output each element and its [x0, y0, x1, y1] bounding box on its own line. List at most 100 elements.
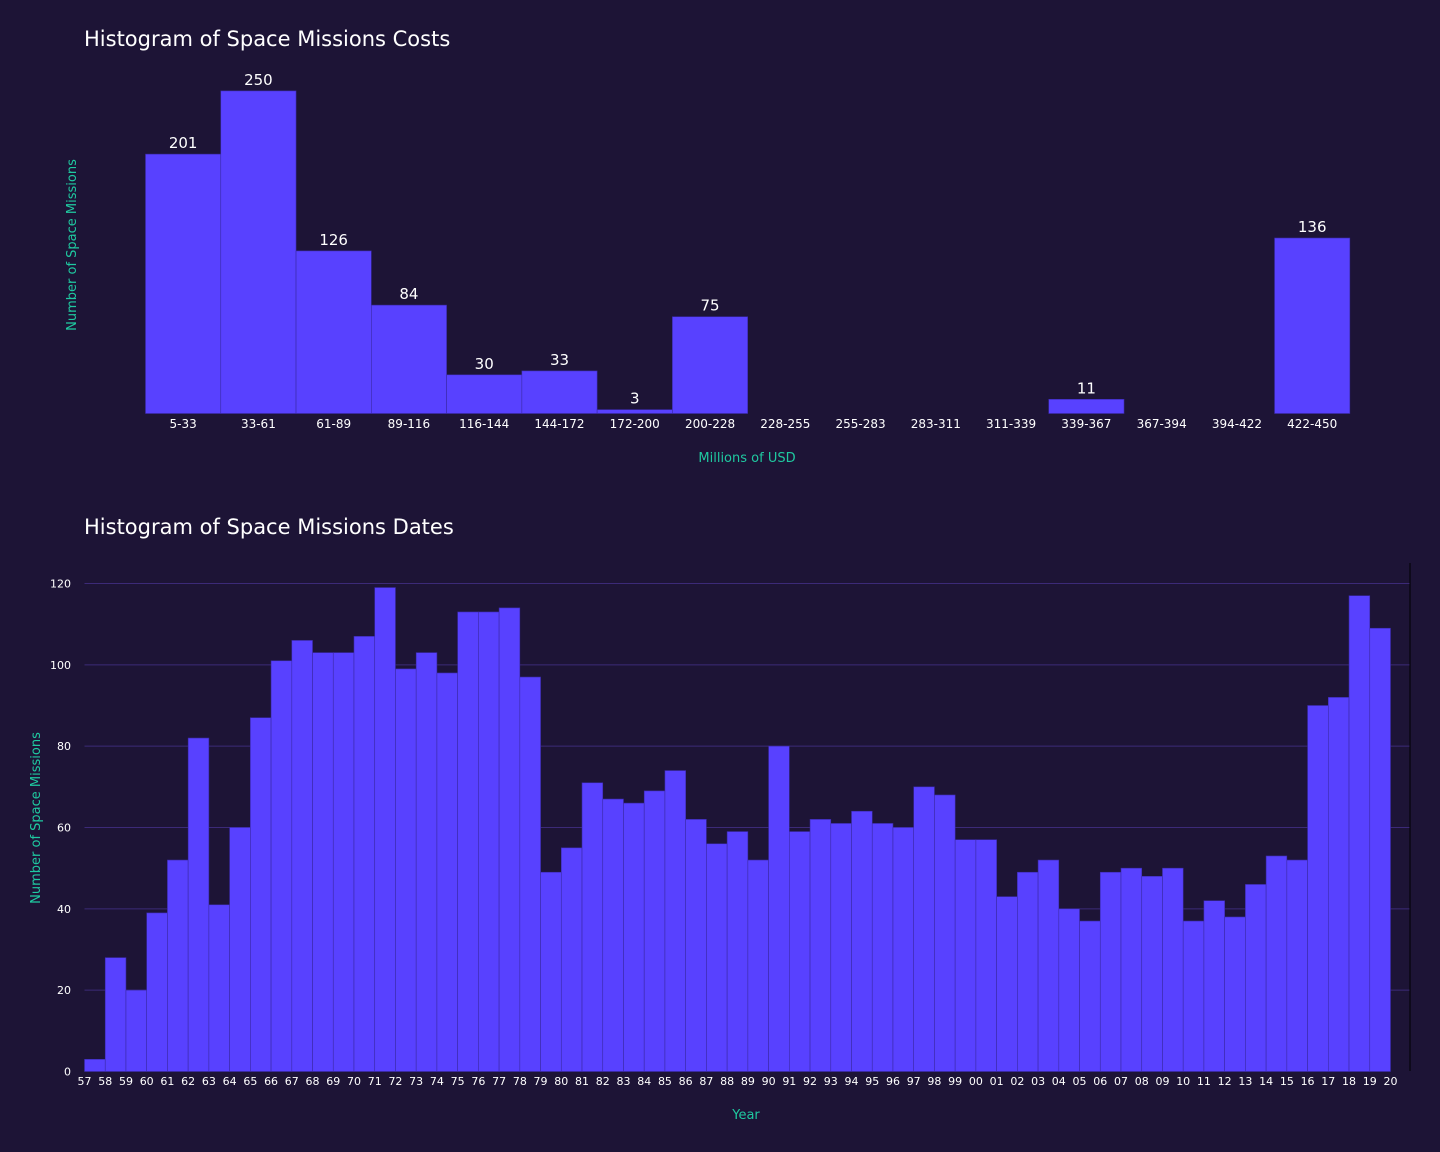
- dates-bar: [747, 859, 769, 1072]
- dates-histogram: Histogram of Space Missions Dates 020406…: [29, 515, 1411, 1123]
- costs-x-tick-label: 255-283: [835, 417, 885, 431]
- costs-x-axis-label: Millions of USD: [698, 451, 795, 466]
- costs-bar: [1274, 237, 1351, 414]
- dates-bar: [602, 798, 624, 1072]
- dates-bar: [1348, 595, 1371, 1072]
- dates-bars: [84, 587, 1391, 1072]
- dates-x-tick-label: 06: [1093, 1075, 1107, 1088]
- costs-bar: [295, 250, 372, 414]
- dates-x-tick-label: 96: [886, 1075, 900, 1088]
- dates-x-tick-label: 75: [451, 1075, 465, 1088]
- dates-y-tick-label: 20: [57, 984, 71, 997]
- dates-bar: [353, 636, 376, 1072]
- dates-bar: [498, 607, 521, 1072]
- dates-y-tick-label: 80: [57, 740, 71, 753]
- dates-bar: [706, 843, 728, 1072]
- dates-bar: [1286, 859, 1308, 1072]
- dates-x-tick-label: 84: [637, 1075, 651, 1088]
- dates-x-tick-label: 15: [1280, 1075, 1294, 1088]
- dates-bar: [975, 839, 997, 1072]
- costs-x-tick-label: 172-200: [610, 417, 660, 431]
- dates-bar: [1307, 705, 1329, 1072]
- costs-bar-value-label: 250: [244, 71, 273, 89]
- dates-y-tick-label: 0: [64, 1066, 71, 1079]
- dates-bar: [1265, 855, 1288, 1072]
- dates-bar: [664, 770, 686, 1072]
- dates-x-tick-label: 10: [1176, 1075, 1190, 1088]
- dates-x-tick-label: 05: [1073, 1075, 1087, 1088]
- dates-bar: [1224, 916, 1246, 1072]
- dates-x-tick-label: 59: [119, 1075, 133, 1088]
- dates-x-tick-label: 20: [1383, 1075, 1397, 1088]
- costs-bars: [145, 90, 1351, 414]
- dates-y-tick-label: 40: [57, 903, 71, 916]
- dates-bar: [913, 786, 935, 1072]
- dates-x-tick-label: 57: [78, 1075, 92, 1088]
- dates-bar: [1017, 871, 1039, 1072]
- dates-x-tick-label: 62: [181, 1075, 195, 1088]
- costs-bar-value-label: 126: [319, 231, 348, 249]
- dates-x-tick-label: 86: [679, 1075, 693, 1088]
- dates-bar: [789, 831, 811, 1072]
- dates-bar: [436, 672, 458, 1072]
- dates-bar: [374, 587, 396, 1072]
- dates-bar: [1120, 867, 1143, 1072]
- dates-bar: [623, 802, 645, 1072]
- dates-x-tick-label: 61: [160, 1075, 174, 1088]
- dates-bar: [1182, 920, 1205, 1072]
- dates-x-tick-label: 11: [1197, 1075, 1211, 1088]
- costs-bar: [145, 153, 222, 414]
- dates-x-tick-label: 74: [430, 1075, 444, 1088]
- dates-y-tick-label: 60: [57, 821, 71, 834]
- dates-bar: [1328, 697, 1350, 1072]
- dates-x-tick-label: 92: [803, 1075, 817, 1088]
- dates-bar: [457, 611, 479, 1072]
- dates-bar: [581, 782, 604, 1072]
- dates-x-tick-label: 65: [243, 1075, 257, 1088]
- costs-x-tick-label: 144-172: [534, 417, 584, 431]
- dates-bar: [540, 871, 562, 1072]
- dates-x-tick-label: 66: [264, 1075, 278, 1088]
- costs-bar-value-label: 201: [169, 134, 198, 152]
- dates-bar: [146, 912, 168, 1072]
- costs-x-tick-label: 5-33: [170, 417, 197, 431]
- dates-x-tick-label: 01: [990, 1075, 1004, 1088]
- costs-x-tick-label: 339-367: [1061, 417, 1111, 431]
- dates-bar: [1058, 908, 1080, 1072]
- costs-bar: [1048, 399, 1125, 414]
- costs-bar: [371, 304, 447, 414]
- dates-x-tick-label: 90: [762, 1075, 776, 1088]
- dates-bar: [187, 737, 210, 1072]
- costs-y-axis-label: Number of Space Missions: [65, 159, 80, 331]
- costs-x-tick-label: 228-255: [760, 417, 810, 431]
- costs-x-tick-label: 311-339: [986, 417, 1036, 431]
- dates-bar: [208, 904, 230, 1072]
- dates-x-tick-label: 94: [845, 1075, 859, 1088]
- dates-x-tick-label: 04: [1052, 1075, 1066, 1088]
- dates-bar: [395, 668, 417, 1072]
- dates-bar: [954, 839, 977, 1072]
- dates-x-tick-label: 16: [1301, 1075, 1315, 1088]
- costs-bar: [521, 370, 598, 414]
- dates-bar: [1245, 884, 1267, 1072]
- costs-x-tick-label: 200-228: [685, 417, 735, 431]
- dates-x-tick-label: 71: [368, 1075, 382, 1088]
- dates-bar: [934, 794, 956, 1072]
- costs-bar-value-label: 136: [1298, 218, 1327, 236]
- dates-bar: [1037, 859, 1060, 1072]
- dates-x-tick-label: 79: [534, 1075, 548, 1088]
- costs-x-tick-label: 422-450: [1287, 417, 1337, 431]
- dates-bar: [892, 827, 914, 1072]
- costs-bar: [596, 409, 673, 414]
- dates-bar: [250, 717, 272, 1072]
- dates-bar: [84, 1058, 106, 1072]
- dates-bar: [312, 652, 334, 1072]
- dates-x-tick-label: 80: [554, 1075, 568, 1088]
- dates-x-tick-label: 87: [699, 1075, 713, 1088]
- dates-bar: [478, 611, 500, 1072]
- costs-bar-value-label: 33: [550, 351, 569, 369]
- dates-x-tick-label: 95: [865, 1075, 879, 1088]
- costs-x-ticks: 5-33 33-61 61-89 89-116 116-144 144-172 172-20…: [170, 417, 1338, 431]
- costs-chart-title: Histogram of Space Missions Costs: [84, 27, 450, 51]
